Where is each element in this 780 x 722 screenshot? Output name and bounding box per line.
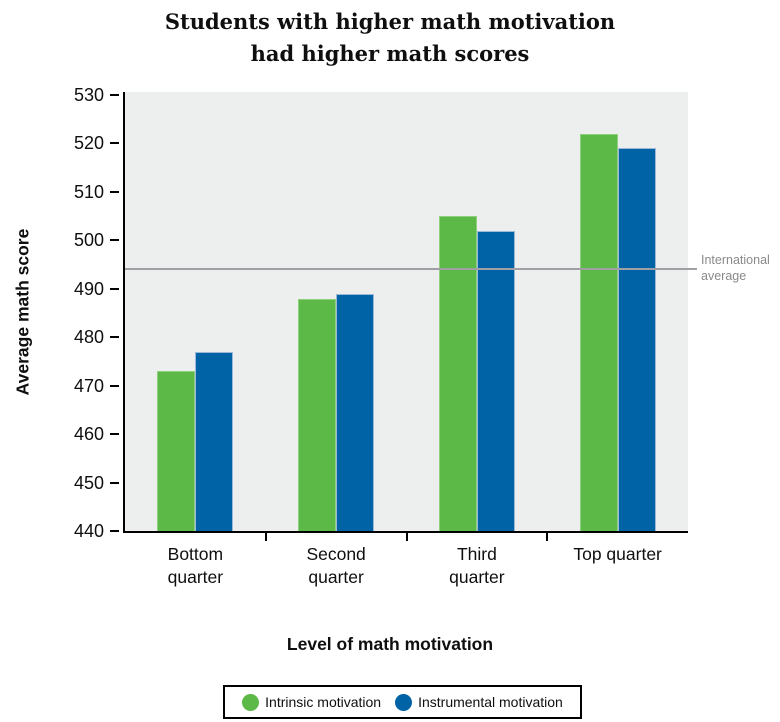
y-tick-mark-510	[110, 190, 119, 193]
y-tick-mark-500	[110, 239, 119, 242]
y-tick-mark-470	[110, 384, 119, 387]
y-tick-label-510: 510	[73, 181, 104, 202]
bar-instrumental-motivation-second-quarter	[336, 293, 375, 531]
legend-label-instrumental-motivation: Instrumental motivation	[418, 694, 563, 710]
y-tick-label-460: 460	[73, 424, 104, 445]
y-tick-mark-530	[110, 94, 119, 96]
y-tick-mark-520	[110, 142, 119, 145]
legend-item-intrinsic-motivation: Intrinsic motivation	[242, 693, 382, 711]
y-tick-label-450: 450	[73, 472, 104, 493]
chart-title: Students with higher math motivation had…	[0, 6, 780, 69]
y-tick-label-480: 480	[73, 327, 104, 348]
y-tick-mark-490	[110, 287, 119, 290]
bar-instrumental-motivation-third-quarter	[476, 230, 515, 531]
y-tick-mark-450	[110, 481, 119, 484]
y-tick-mark-440	[110, 530, 119, 532]
chart-title-line1: Students with higher math motivation	[164, 9, 616, 34]
x-category-label-top-quarter: Top quarter	[573, 544, 662, 564]
bar-intrinsic-motivation-bottom-quarter	[157, 371, 196, 531]
y-tick-mark-480	[110, 336, 119, 339]
x-tick-mark-2	[405, 533, 408, 541]
x-category-label-second-quarter: Second quarter	[306, 544, 366, 587]
y-tick-label-520: 520	[73, 133, 104, 154]
legend-swatch-icon-instrumental-motivation	[395, 693, 413, 711]
y-tick-label-530: 530	[73, 85, 104, 105]
legend-item-instrumental-motivation: Instrumental motivation	[395, 693, 563, 711]
y-axis-title: Average math score	[12, 228, 33, 396]
reference-line-international-average	[125, 268, 697, 271]
x-category-label-bottom-quarter: Bottom quarter	[167, 544, 224, 587]
bar-instrumental-motivation-bottom-quarter	[195, 351, 234, 531]
legend: Intrinsic motivation Instrumental motivat…	[223, 685, 582, 719]
x-tick-mark-1	[264, 533, 267, 541]
legend-swatch-icon-intrinsic-motivation	[242, 693, 260, 711]
plot-inner	[125, 92, 688, 531]
legend-label-intrinsic-motivation: Intrinsic motivation	[265, 694, 382, 710]
bar-intrinsic-motivation-second-quarter	[298, 298, 337, 531]
y-tick-mark-460	[110, 433, 119, 436]
y-tick-label-470: 470	[73, 375, 104, 396]
y-tick-label-500: 500	[73, 230, 104, 251]
bar-intrinsic-motivation-third-quarter	[438, 216, 477, 531]
x-category-label-third-quarter: Third quarter	[449, 544, 505, 587]
y-tick-label-440: 440	[73, 521, 104, 541]
x-axis-title: Level of math motivation	[286, 634, 494, 654]
bar-instrumental-motivation-top-quarter	[617, 148, 656, 531]
y-tick-label-490: 490	[73, 278, 104, 299]
plot-area	[123, 92, 688, 533]
chart-title-line2: had higher math scores	[250, 40, 530, 66]
x-tick-mark-3	[546, 533, 549, 541]
bar-intrinsic-motivation-top-quarter	[579, 133, 618, 531]
reference-line-label: International average	[701, 253, 770, 284]
